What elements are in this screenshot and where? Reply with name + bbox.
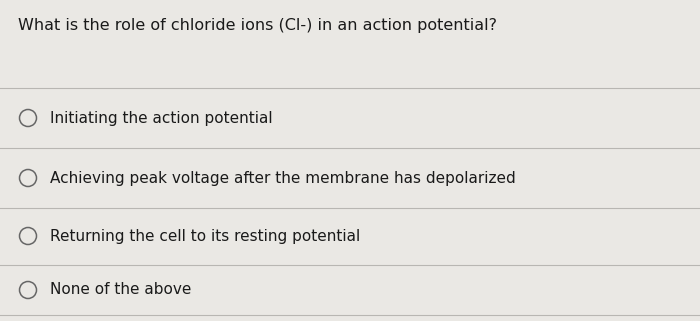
Text: Achieving peak voltage after the membrane has depolarized: Achieving peak voltage after the membran… bbox=[50, 170, 516, 186]
Text: Returning the cell to its resting potential: Returning the cell to its resting potent… bbox=[50, 229, 360, 244]
Text: Initiating the action potential: Initiating the action potential bbox=[50, 110, 272, 126]
Text: None of the above: None of the above bbox=[50, 282, 191, 298]
Text: What is the role of chloride ions (Cl-) in an action potential?: What is the role of chloride ions (Cl-) … bbox=[18, 18, 497, 33]
